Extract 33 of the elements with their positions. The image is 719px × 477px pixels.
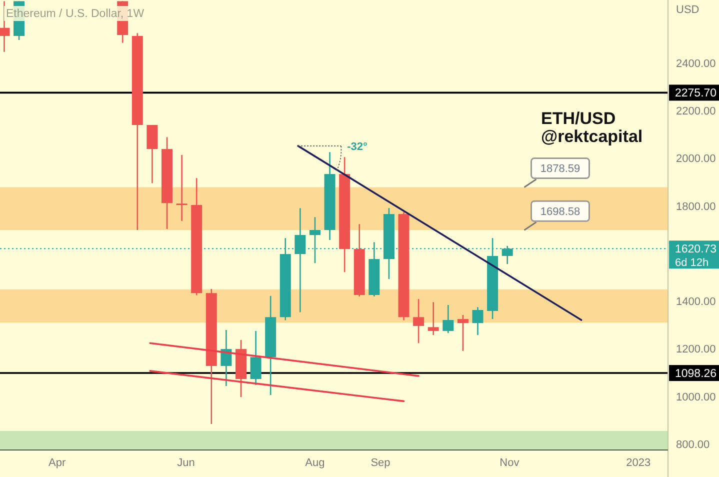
annotation: -32° <box>347 140 368 153</box>
candlestick <box>220 329 232 387</box>
candlestick <box>472 306 484 336</box>
candlestick <box>457 314 468 352</box>
text: 6d 12h <box>675 257 709 269</box>
annotation: @rektcapital <box>541 127 643 146</box>
x-tick-label: Aug <box>305 457 325 469</box>
candlestick <box>428 301 439 336</box>
y-tick-label: 1400.00 <box>676 296 716 308</box>
y-tick-label: 1200.00 <box>676 344 716 356</box>
ref-line-label: 2275.70 <box>675 88 717 100</box>
annotation: 1878.59 <box>540 163 580 176</box>
x-tick-label: Nov <box>500 457 520 469</box>
y-tick-label: 2200.00 <box>676 106 716 118</box>
text: Ethereum / U.S. Dollar, 1W <box>6 8 144 20</box>
ref-line-label: 1620.73 <box>675 244 717 256</box>
x-tick-label: 2023 <box>626 457 651 469</box>
x-tick-label: Sep <box>370 457 390 469</box>
candlestick <box>413 298 424 344</box>
ref-line-label: 1098.26 <box>675 368 717 380</box>
y-tick-label: 2400.00 <box>676 58 716 70</box>
y-tick-label: 800.00 <box>676 438 710 451</box>
y-tick-label: 1000.00 <box>676 391 716 404</box>
candlestick <box>442 304 454 334</box>
annotation: 1698.58 <box>540 206 580 218</box>
x-tick-label: Apr <box>48 457 66 469</box>
candlestick <box>250 330 262 386</box>
x-tick-label: Jun <box>177 457 195 469</box>
annotation: ETH/USD <box>541 109 616 128</box>
y-tick-label: 1800.00 <box>676 200 716 213</box>
candlestick <box>176 154 188 222</box>
y-tick-label: 2000.00 <box>676 153 716 166</box>
y-axis-title: USD <box>676 4 700 16</box>
